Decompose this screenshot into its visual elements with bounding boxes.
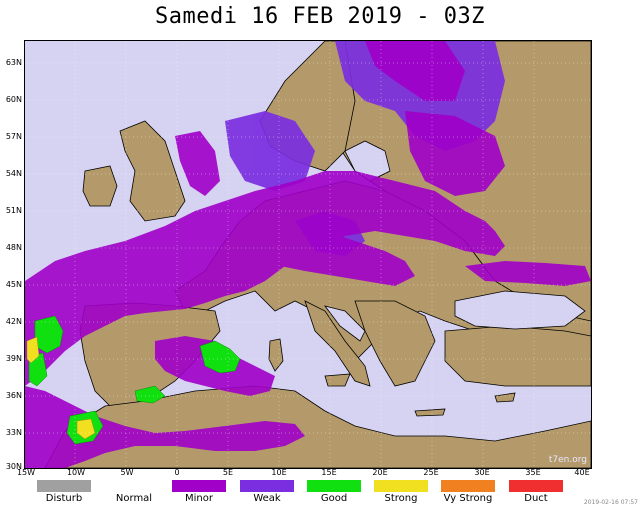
lon-label: 10E xyxy=(271,468,287,477)
legend-label: Weak xyxy=(253,493,281,504)
minor-region xyxy=(25,171,505,386)
lat-label: 39N xyxy=(5,354,22,363)
crete-land xyxy=(414,408,446,417)
turkey-land xyxy=(444,325,591,387)
good-region xyxy=(199,340,241,374)
legend-label: Disturb xyxy=(45,493,83,504)
lat-label: 51N xyxy=(5,206,22,215)
legend-label: Good xyxy=(320,493,348,504)
legend-item-disturb: Disturb xyxy=(36,480,92,504)
legend-swatch xyxy=(307,480,361,492)
minor-region xyxy=(265,226,415,286)
legend-swatch xyxy=(374,480,428,492)
lon-label: 5E xyxy=(222,468,234,477)
legend-swatch xyxy=(441,480,495,492)
lon-label: 15W xyxy=(16,468,36,477)
lon-label: 15E xyxy=(321,468,337,477)
black-sea xyxy=(454,290,586,330)
map-canvas xyxy=(25,41,591,468)
legend-item-weak: Weak xyxy=(239,480,295,504)
legend-swatch xyxy=(37,480,91,492)
map-title: Samedi 16 FEB 2019 - 03Z xyxy=(155,4,485,29)
lat-label: 54N xyxy=(5,169,22,178)
minor-region xyxy=(25,386,305,468)
legend-swatch xyxy=(107,480,161,492)
strong-region xyxy=(26,336,40,364)
legend-item-vy-strong: Vy Strong xyxy=(440,480,496,504)
adriatic-sea xyxy=(324,305,366,342)
legend-label: Duct xyxy=(524,493,548,504)
minor-region xyxy=(465,261,591,286)
balkans-land xyxy=(354,300,436,387)
legend-label: Strong xyxy=(384,493,418,504)
minor-region xyxy=(405,111,505,196)
great-britain-land xyxy=(119,120,186,222)
legend-item-normal: Normal xyxy=(106,480,162,504)
weak-region xyxy=(225,111,315,191)
lat-label: 30N xyxy=(5,462,22,471)
legend-label: Vy Strong xyxy=(443,493,493,504)
good-region xyxy=(134,385,166,404)
inland-seas xyxy=(324,140,586,342)
lon-label: 5W xyxy=(120,468,134,477)
sardinia-land xyxy=(268,338,284,372)
minor-region xyxy=(365,41,465,101)
cyprus-land xyxy=(494,392,516,403)
lon-label: 0 xyxy=(174,468,180,477)
legend-item-good: Good xyxy=(306,480,362,504)
lat-label: 60N xyxy=(5,95,22,104)
strong-region xyxy=(76,418,96,440)
good-region xyxy=(28,352,48,387)
legend-item-strong: Strong xyxy=(373,480,429,504)
lat-label: 63N xyxy=(5,58,22,67)
strong-layer xyxy=(26,336,96,440)
lat-label: 42N xyxy=(5,317,22,326)
lon-label: 40E xyxy=(574,468,590,477)
lon-label: 35E xyxy=(525,468,541,477)
legend-label: Normal xyxy=(115,493,153,504)
lon-label: 30E xyxy=(474,468,490,477)
legend-swatch xyxy=(509,480,563,492)
minor-region xyxy=(175,131,220,196)
lat-label: 36N xyxy=(5,391,22,400)
north-africa-land xyxy=(44,385,591,468)
lat-label: 57N xyxy=(5,132,22,141)
lat-label: 45N xyxy=(5,280,22,289)
legend-swatch xyxy=(172,480,226,492)
propagation-map: t7en.org xyxy=(24,40,592,469)
legend-item-duct: Duct xyxy=(508,480,564,504)
lat-label: 48N xyxy=(5,243,22,252)
legend-item-minor: Minor xyxy=(171,480,227,504)
footer-timestamp: 2019-02-16 07:57 xyxy=(583,499,638,506)
legend-swatch xyxy=(240,480,294,492)
lon-label: 10W xyxy=(66,468,86,477)
watermark-text: t7en.org xyxy=(548,455,587,465)
legend-label: Minor xyxy=(185,493,213,504)
lon-label: 25E xyxy=(423,468,439,477)
sicily-land xyxy=(324,373,351,387)
lat-label: 33N xyxy=(5,428,22,437)
lon-label: 20E xyxy=(372,468,388,477)
ireland-land xyxy=(82,165,118,207)
